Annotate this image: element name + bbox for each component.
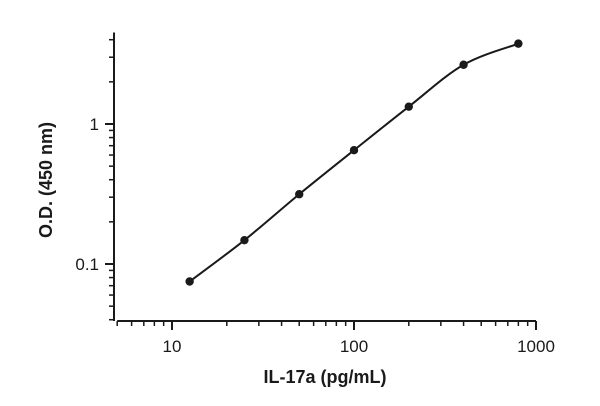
data-point [185,277,194,286]
y-axis: 0.11 [75,32,115,321]
x-tick-label: 100 [340,337,368,356]
x-tick-label: 10 [163,337,182,356]
y-axis-title: O.D. (450 nm) [36,122,56,238]
data-point [459,60,468,69]
data-point [295,190,304,199]
x-axis: 10 100 1000 [116,320,555,356]
y-tick-label: 1 [90,115,99,134]
x-axis-title: IL-17a (pg/mL) [263,367,386,387]
data-point [404,102,413,111]
x-tick-label: 1000 [517,337,555,356]
data-points [185,39,523,286]
y-tick-label: 0.1 [75,255,99,274]
fit-curve [189,42,519,283]
data-point [514,39,523,48]
data-point [349,145,359,155]
data-point [240,235,249,245]
